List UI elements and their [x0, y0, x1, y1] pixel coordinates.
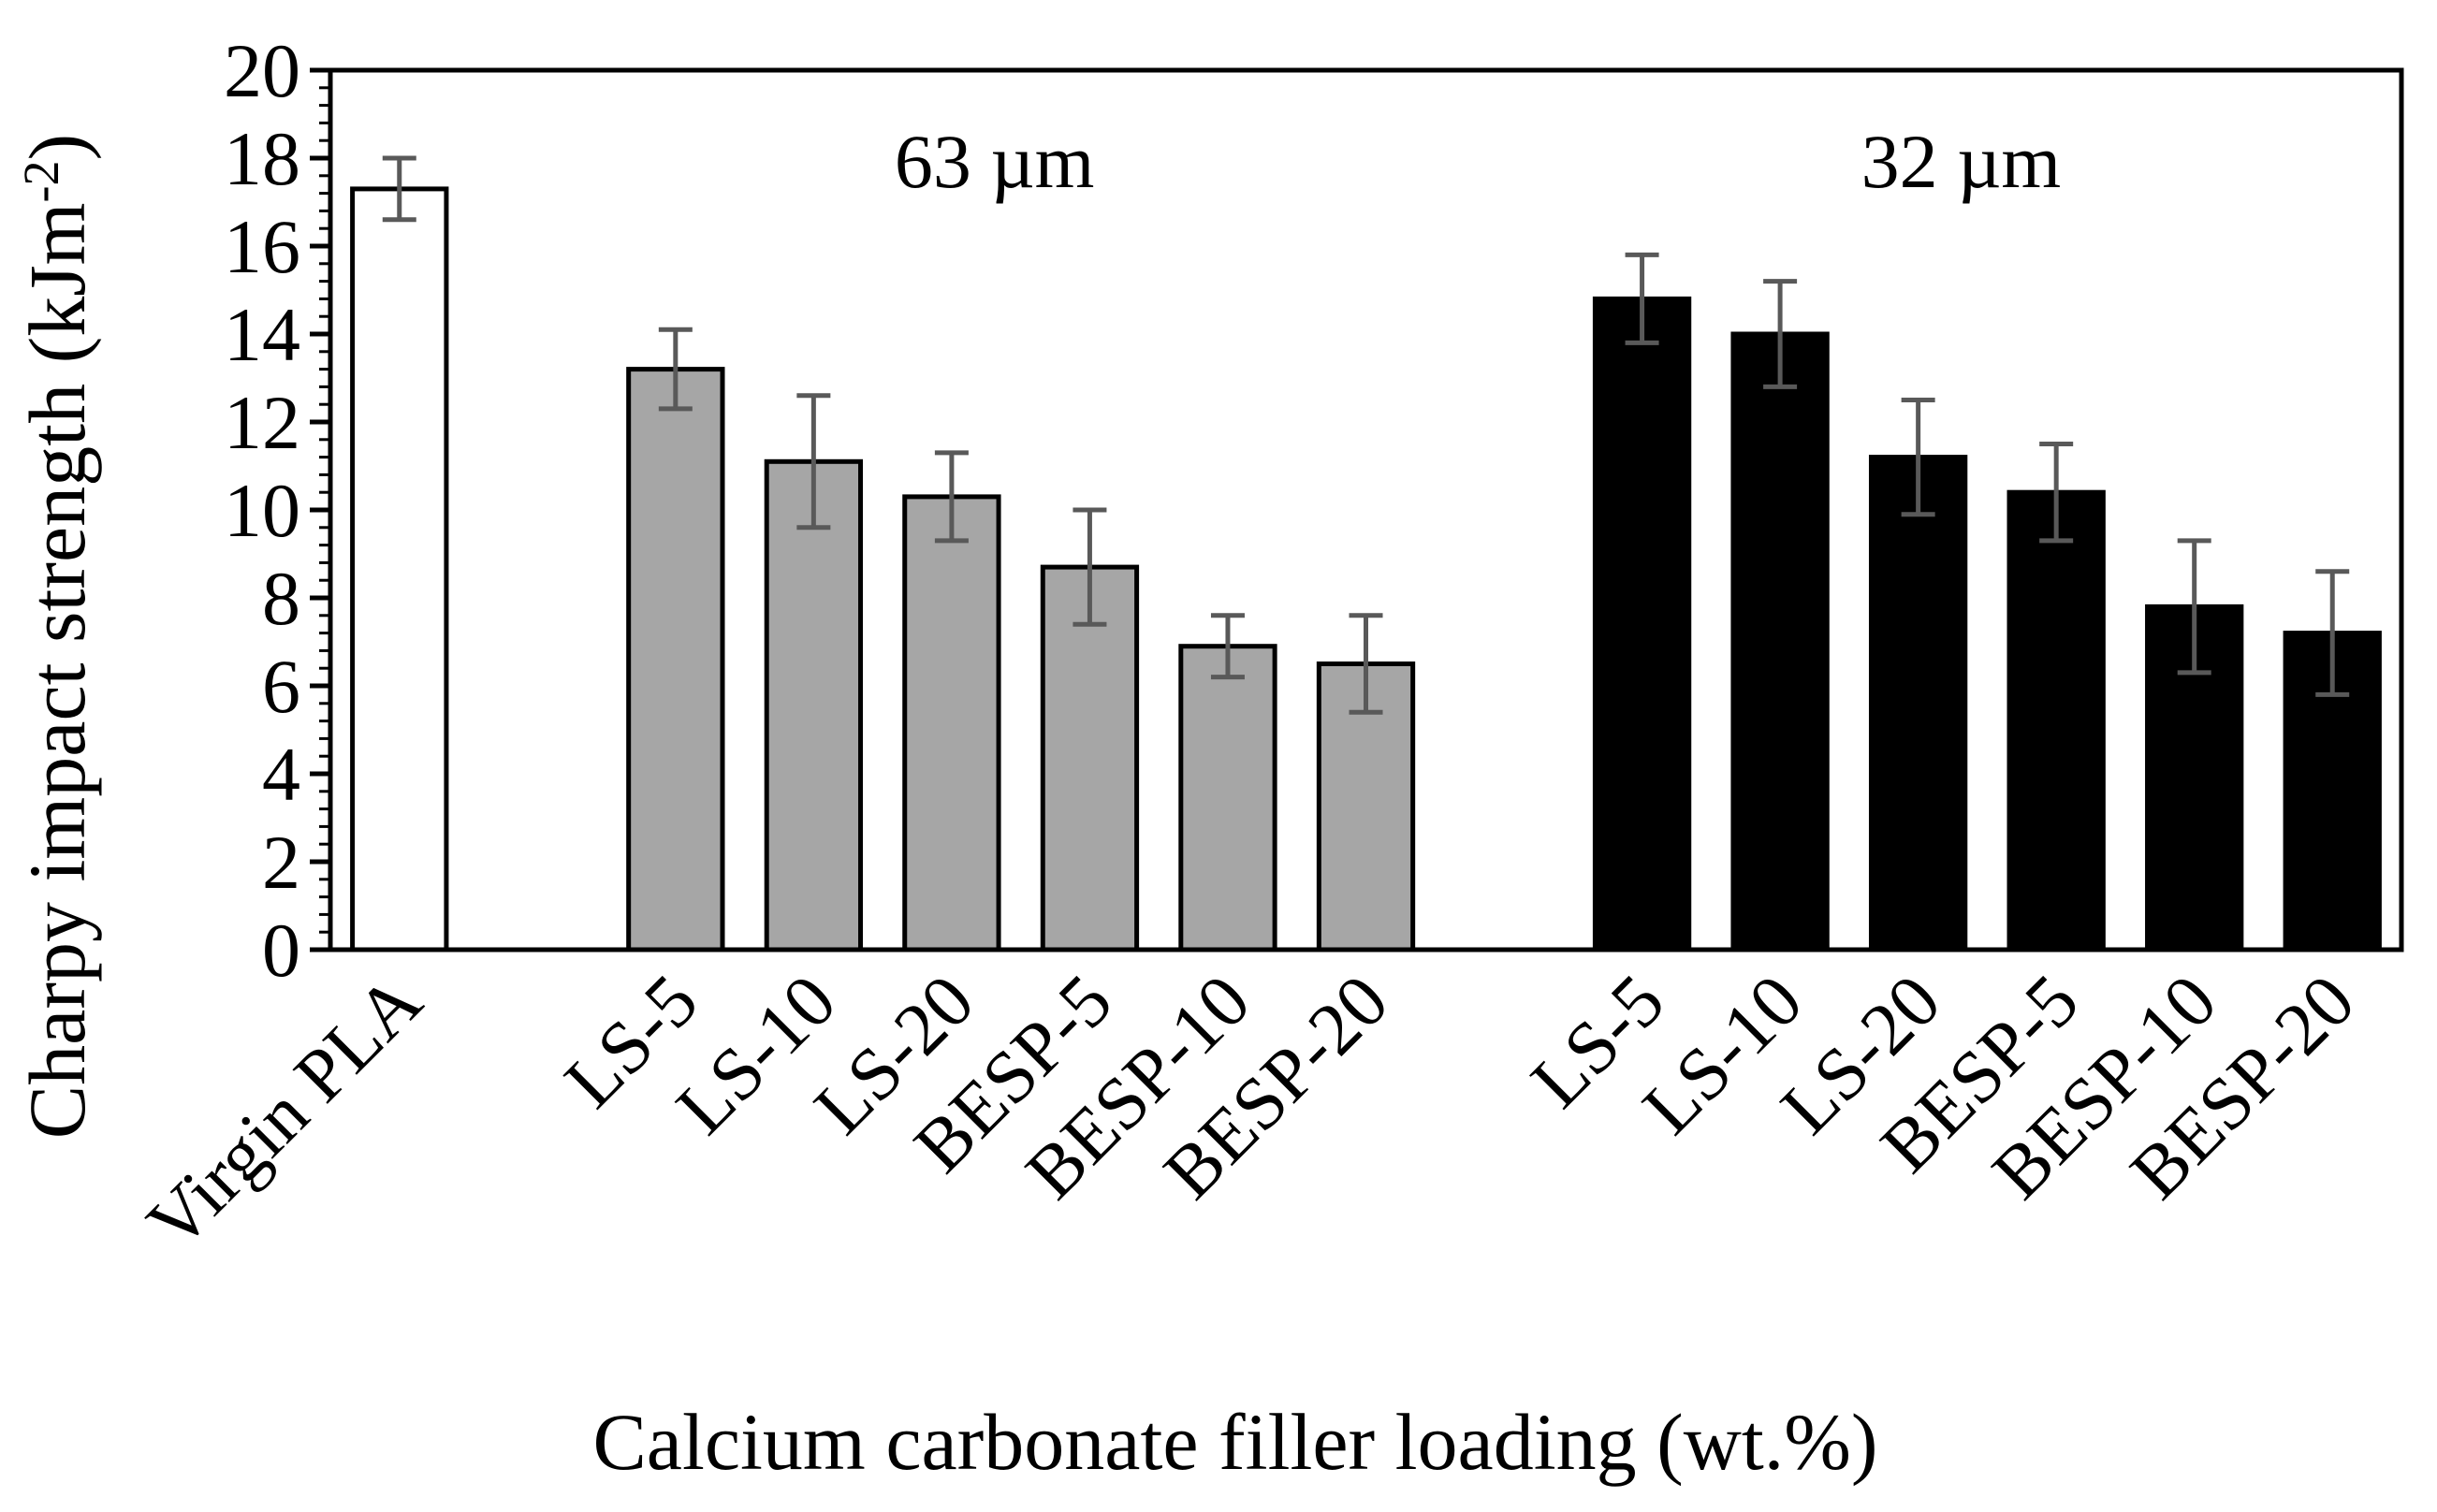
group-annotations: 63 µm 32 µm [895, 119, 2061, 204]
bar-virgin-pla-series-0 [350, 186, 449, 952]
group-annotation: 32 µm [1861, 119, 2062, 204]
bar-besp-20-series-2 [2283, 631, 2382, 952]
y-tick-label: 16 [224, 204, 300, 289]
error-bar-ls-10-series-2 [1763, 279, 1798, 389]
error-bar-virgin-pla-series-0 [382, 155, 416, 223]
bars-layer [350, 186, 2382, 952]
y-tick-label: 10 [224, 468, 300, 553]
bar-ls-20-series-2 [1868, 455, 1968, 952]
error-bar-ls-5-series-2 [1625, 252, 1659, 345]
x-category-label: LS-10 [1627, 960, 1818, 1151]
bar-ls-20-series-1 [902, 494, 1001, 952]
error-bar-besp-20-series-1 [1349, 613, 1383, 715]
y-tick-label: 6 [262, 644, 300, 729]
y-tick-label: 0 [262, 908, 300, 993]
x-category-label: Virgin PLA [132, 959, 438, 1265]
bar-ls-5-series-2 [1592, 296, 1692, 952]
y-axis-title: Charpy impact strength (kJm-2) [12, 134, 102, 1139]
y-tick-label: 20 [224, 28, 300, 113]
bar-ls-10-series-2 [1730, 331, 1830, 952]
error-bar-ls-20-series-1 [934, 450, 969, 544]
group-annotation: 63 µm [895, 119, 1095, 204]
error-bar-besp-5-series-1 [1073, 507, 1107, 627]
bar-besp-10-series-1 [1178, 644, 1277, 952]
error-bar-besp-5-series-2 [2039, 442, 2074, 544]
error-bar-ls-10-series-1 [796, 393, 831, 531]
bar-ls-5-series-1 [626, 367, 725, 952]
y-tick-label: 8 [262, 556, 300, 641]
y-tick-label: 2 [262, 820, 300, 905]
bar-besp-5-series-1 [1040, 564, 1140, 952]
x-axis-title: Calcium carbonate filler loading (wt.%) [592, 1397, 1877, 1487]
error-bars-layer [382, 155, 2350, 715]
x-category-label: LS-10 [661, 960, 852, 1151]
y-tick-label: 18 [224, 116, 300, 201]
error-bar-besp-20-series-2 [2315, 569, 2350, 697]
error-bar-ls-20-series-2 [1901, 398, 1935, 517]
error-bar-besp-10-series-2 [2177, 538, 2211, 676]
y-tick-label: 4 [262, 732, 300, 817]
y-axis-title-superscript: -2 [13, 160, 69, 202]
y-tick-label: 12 [224, 380, 300, 465]
x-axis-category-labels: Virgin PLA LS-5LS-10LS-20BESP-5BESP-10BES… [132, 959, 2371, 1265]
y-axis-title-close: ) [12, 134, 102, 161]
bar-besp-5-series-2 [2007, 489, 2106, 952]
y-tick-label: 14 [224, 292, 300, 377]
bar-ls-10-series-1 [764, 458, 864, 952]
y-axis-title-main: Charpy impact strength (kJm [12, 202, 102, 1139]
error-bar-besp-10-series-1 [1210, 613, 1245, 680]
error-bar-ls-5-series-1 [658, 327, 693, 412]
